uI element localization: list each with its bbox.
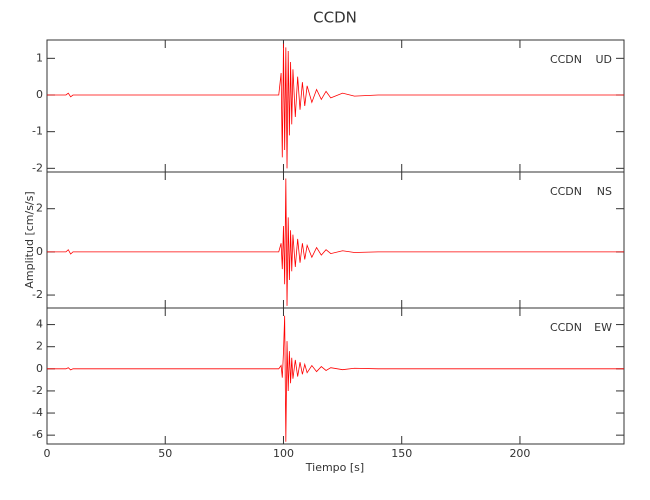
chart-title: CCDN: [313, 9, 357, 27]
x-tick-label: 150: [391, 447, 412, 460]
component-label: EW: [594, 321, 612, 334]
y-axis-label: Amplitud [cm/s/s]: [23, 191, 36, 288]
panel-frame: [46, 39, 625, 173]
x-axis-label: Tiempo [s]: [305, 461, 364, 474]
x-tick-label: 100: [273, 447, 294, 460]
y-tick-label: 1: [36, 51, 43, 64]
y-tick-label: 2: [36, 202, 43, 215]
component-label: NS: [597, 185, 612, 198]
y-tick-label: 0: [36, 362, 43, 375]
waveform: [47, 315, 624, 442]
y-tick-label: 0: [36, 88, 43, 101]
x-tick-label: 200: [509, 447, 530, 460]
y-tick-label: -6: [32, 428, 43, 441]
x-tick-label: 0: [44, 447, 51, 460]
panel-frame: [46, 307, 625, 445]
y-tick-label: 0: [36, 245, 43, 258]
station-label: CCDN: [550, 321, 582, 334]
x-tick-label: 50: [158, 447, 172, 460]
y-tick-label: -2: [32, 384, 43, 397]
waveform: [47, 178, 624, 306]
waveform: [47, 43, 624, 169]
component-label: UD: [595, 53, 612, 66]
panel-frame: [46, 171, 625, 309]
station-label: CCDN: [550, 185, 582, 198]
y-tick-label: -4: [32, 406, 43, 419]
y-tick-label: 4: [36, 318, 43, 331]
y-tick-label: 2: [36, 340, 43, 353]
y-tick-label: -2: [32, 288, 43, 301]
y-tick-label: -2: [32, 161, 43, 174]
y-tick-label: -1: [32, 125, 43, 138]
station-label: CCDN: [550, 53, 582, 66]
